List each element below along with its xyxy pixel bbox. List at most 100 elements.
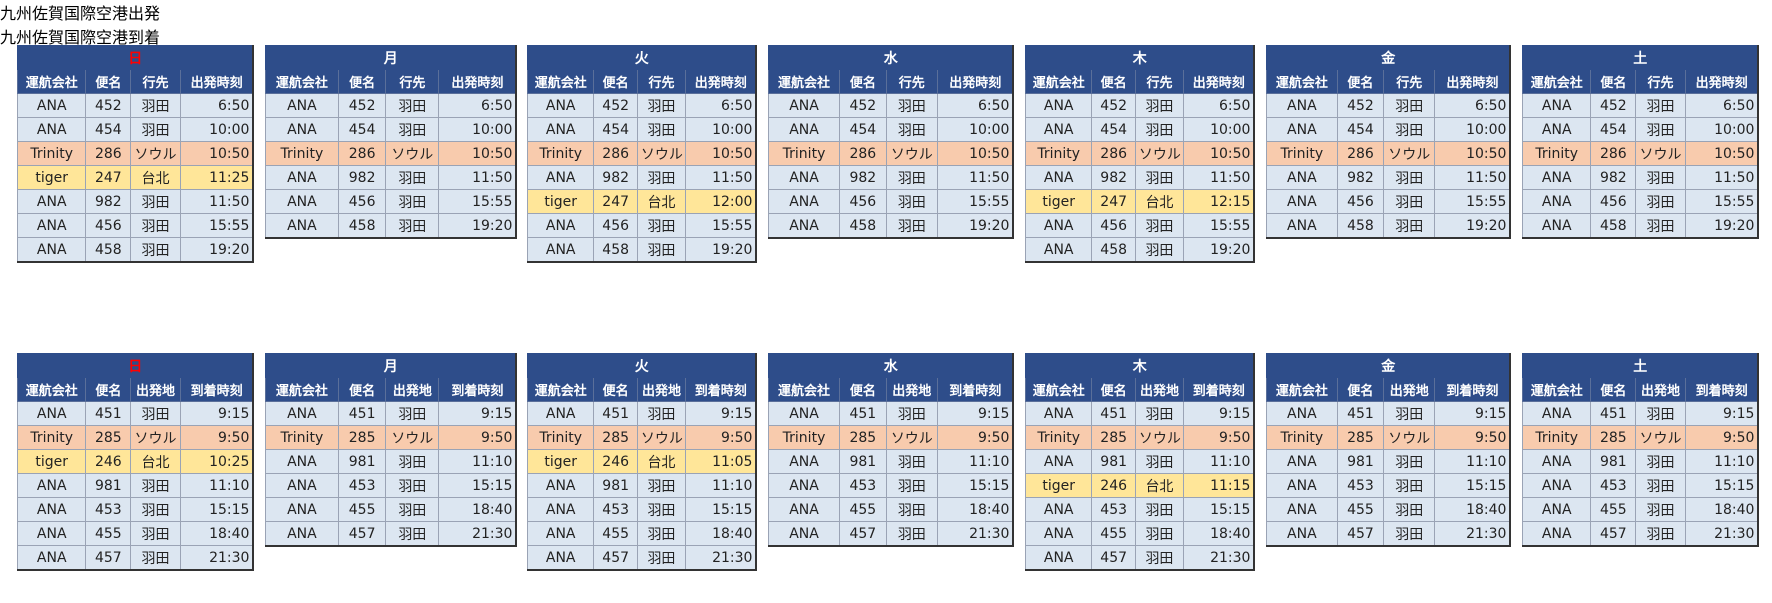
cell: 18:40 xyxy=(1684,497,1759,522)
cell: 15:15 xyxy=(438,473,517,498)
flight-row: ANA 454 羽田 10:00 xyxy=(767,117,1014,142)
cell: 台北 xyxy=(636,449,686,474)
flight-row: Trinity 285 ソウル 9:50 xyxy=(16,425,254,450)
cell: ANA xyxy=(16,473,87,498)
flight-row: ANA 982 羽田 11:50 xyxy=(767,165,1014,190)
cell: 羽田 xyxy=(1383,165,1436,190)
cell: ANA xyxy=(265,497,339,522)
day-row: 日 xyxy=(17,45,254,70)
cell: 11:05 xyxy=(684,449,757,474)
column-header: 出発地 xyxy=(130,377,181,402)
cell: ANA xyxy=(1266,213,1338,239)
cell: 981 xyxy=(1590,449,1637,474)
column-header: 行先 xyxy=(636,69,686,94)
cell: 羽田 xyxy=(385,521,440,547)
cell: 18:40 xyxy=(1434,497,1511,522)
cell: ソウル xyxy=(385,425,440,450)
cell: ANA xyxy=(526,473,595,498)
day-table: 土運航会社 便名 出発地 到着時刻 ANA 451 羽田 9:15 Trinity 285 ソウル 9… xyxy=(1521,353,1760,547)
day-header: 火 xyxy=(527,45,757,70)
cell: 羽田 xyxy=(130,401,181,426)
cell: 455 xyxy=(839,497,887,522)
cell: tiger xyxy=(16,165,87,190)
column-header: 運航会社 xyxy=(526,377,595,402)
cell: 羽田 xyxy=(1134,521,1184,546)
cell: 11:50 xyxy=(1684,165,1759,190)
cell: 羽田 xyxy=(885,213,939,239)
cell: 羽田 xyxy=(636,473,686,498)
cell: tiger xyxy=(526,449,595,474)
cell: 羽田 xyxy=(1383,213,1436,239)
cell: 9:50 xyxy=(438,425,517,450)
day-header: 日 xyxy=(17,353,254,378)
column-header: 到着時刻 xyxy=(1434,377,1511,402)
cell: 981 xyxy=(1336,449,1385,474)
cell: Trinity xyxy=(16,141,87,166)
cell: 羽田 xyxy=(636,213,686,238)
cell: ANA xyxy=(767,189,841,214)
cell: ANA xyxy=(526,497,595,522)
day-table: 月運航会社 便名 出発地 到着時刻 ANA 451 羽田 9:15 Trinity 285 ソウル 9… xyxy=(265,353,518,547)
cell: 19:20 xyxy=(684,237,757,263)
cell: 9:15 xyxy=(937,401,1014,426)
column-row: 運航会社 便名 行先 出発時刻 xyxy=(1266,69,1511,94)
cell: ANA xyxy=(1521,521,1592,547)
cell: 12:15 xyxy=(1182,189,1255,214)
flight-row: ANA 982 羽田 11:50 xyxy=(16,189,254,214)
cell: 羽田 xyxy=(385,93,440,118)
cell: 羽田 xyxy=(636,545,686,571)
column-row: 運航会社 便名 出発地 到着時刻 xyxy=(767,377,1014,402)
flight-row: ANA 981 羽田 11:10 xyxy=(767,449,1014,474)
column-header: 到着時刻 xyxy=(1684,377,1759,402)
cell: 453 xyxy=(1091,497,1136,522)
cell: ANA xyxy=(265,449,339,474)
flight-row: tiger 246 台北 11:05 xyxy=(526,449,757,474)
cell: 982 xyxy=(1091,165,1136,190)
cell: 454 xyxy=(1590,117,1637,142)
flight-row: ANA 454 羽田 10:00 xyxy=(16,117,254,142)
cell: 15:15 xyxy=(1434,473,1511,498)
cell: 18:40 xyxy=(684,521,757,546)
column-header: 到着時刻 xyxy=(1182,377,1255,402)
column-row: 運航会社 便名 出発地 到着時刻 xyxy=(1266,377,1511,402)
day-table: 日運航会社 便名 行先 出発時刻 ANA 452 羽田 6:50 ANA 454 羽田 10:00 Tr… xyxy=(16,45,255,263)
cell: 10:00 xyxy=(1434,117,1511,142)
cell: 286 xyxy=(1590,141,1637,166)
cell: ANA xyxy=(767,401,841,426)
column-header: 便名 xyxy=(839,377,887,402)
flight-row: Trinity 286 ソウル 10:50 xyxy=(16,141,254,166)
day-row: 水 xyxy=(768,353,1014,378)
column-header: 運航会社 xyxy=(1521,69,1592,94)
cell: ANA xyxy=(526,237,595,263)
cell: ANA xyxy=(526,401,595,426)
cell: 9:50 xyxy=(1182,425,1255,450)
cell: 451 xyxy=(593,401,638,426)
column-row: 運航会社 便名 行先 出発時刻 xyxy=(767,69,1014,94)
cell: 羽田 xyxy=(1635,189,1686,214)
cell: ソウル xyxy=(1134,425,1184,450)
flight-row: ANA 458 羽田 19:20 xyxy=(265,213,517,239)
cell: 15:55 xyxy=(438,189,517,214)
cell: 羽田 xyxy=(1635,213,1686,239)
flight-row: ANA 452 羽田 6:50 xyxy=(1521,93,1759,118)
cell: ANA xyxy=(1266,93,1338,118)
cell: 982 xyxy=(593,165,638,190)
cell: 10:50 xyxy=(1434,141,1511,166)
cell: 6:50 xyxy=(1434,93,1511,118)
cell: 456 xyxy=(1336,189,1385,214)
cell: 羽田 xyxy=(385,473,440,498)
cell: Trinity xyxy=(526,425,595,450)
cell: 羽田 xyxy=(1635,165,1686,190)
cell: 12:00 xyxy=(684,189,757,214)
cell: 9:50 xyxy=(937,425,1014,450)
cell: 11:10 xyxy=(179,473,254,498)
cell: tiger xyxy=(16,449,87,474)
flight-row: ANA 453 羽田 15:15 xyxy=(265,473,517,498)
day-row: 火 xyxy=(527,353,757,378)
column-header: 運航会社 xyxy=(1024,377,1093,402)
column-header: 運航会社 xyxy=(1521,377,1592,402)
flight-row: ANA 981 羽田 11:10 xyxy=(1521,449,1759,474)
flight-row: ANA 454 羽田 10:00 xyxy=(1266,117,1511,142)
column-header: 便名 xyxy=(337,69,387,94)
cell: ANA xyxy=(1521,213,1592,239)
